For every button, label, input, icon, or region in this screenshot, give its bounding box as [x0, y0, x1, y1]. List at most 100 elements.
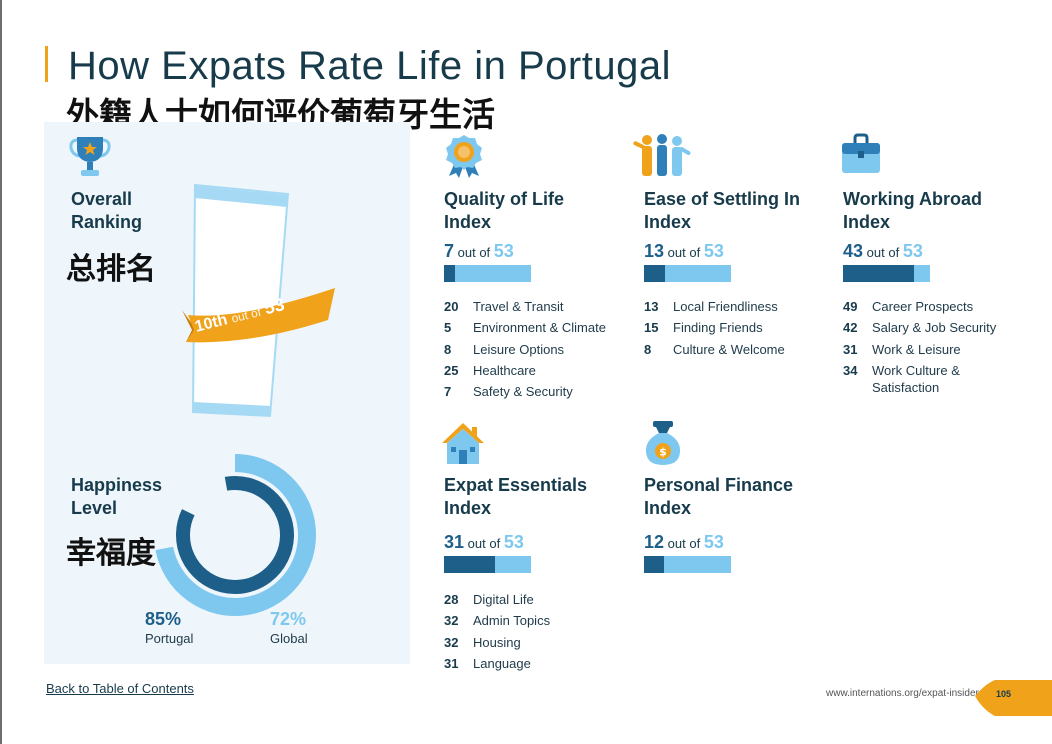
index-rank: 31 — [444, 532, 465, 552]
subrank-item: 42 Salary & Job Security — [843, 317, 996, 338]
subrank-label: Safety & Security — [473, 384, 573, 400]
subrank-label: Travel & Transit — [473, 299, 564, 314]
subrank-item: 25 Healthcare — [444, 360, 606, 381]
subrank-item: 31 Work & Leisure — [843, 339, 996, 360]
subrank-number: 32 — [444, 613, 459, 629]
quality-of-life-subranks: 20 Travel & Transit 5 Environment & Climat… — [444, 296, 606, 402]
subrank-item: 32 Admin Topics — [444, 610, 550, 631]
subrank-item: 8 Leisure Options — [444, 339, 606, 360]
expat-essentials-bar — [444, 556, 531, 573]
index-bar-fill — [644, 265, 666, 282]
index-total: 53 — [703, 532, 724, 552]
subrank-label: Leisure Options — [473, 341, 565, 357]
subrank-number: 8 — [644, 341, 652, 357]
index-bar-fill — [843, 265, 914, 282]
subrank-item: 49 Career Prospects — [843, 296, 996, 317]
quality-of-life-title-line2: Index — [444, 212, 492, 232]
briefcase-icon — [842, 133, 880, 173]
subrank-item: 20 Travel & Transit — [444, 296, 606, 317]
happiness-donut — [154, 454, 316, 616]
happiness-title-line2: Level — [71, 498, 118, 518]
quality-of-life-title-line1: Quality of Life — [444, 189, 565, 209]
subrank-label: Language — [473, 655, 531, 671]
subrank-number: 49 — [843, 299, 858, 314]
index-total: 53 — [902, 241, 923, 261]
subrank-number: 25 — [444, 362, 459, 378]
footer-url: www.internations.org/expat-insider — [826, 688, 979, 699]
house-icon — [442, 423, 484, 464]
happiness-portugal-label: Portugal — [145, 631, 194, 646]
subrank-item: 32 Housing — [444, 632, 550, 653]
subrank-item: 34 Work Culture & Satisfaction — [843, 360, 996, 396]
personal-finance-bar — [644, 556, 731, 573]
index-rank: 7 — [444, 241, 455, 261]
index-rank: 12 — [644, 532, 665, 552]
index-bar-fill — [644, 556, 664, 573]
happiness-global-value: 72% — [270, 609, 307, 629]
index-bar-fill — [444, 556, 495, 573]
back-to-toc-link[interactable]: Back to Table of Contents — [46, 681, 194, 696]
subrank-label: Housing — [473, 634, 521, 650]
ease-of-settling-title-line1: Ease of Settling In — [644, 189, 801, 209]
title-accent-bar — [45, 46, 48, 82]
subrank-number: 28 — [444, 592, 459, 607]
people-icon — [633, 134, 691, 176]
index-total: 53 — [703, 241, 724, 261]
subrank-item: 31 Language — [444, 653, 550, 674]
medal-icon — [446, 135, 482, 178]
happiness-cn: 幸福度 — [66, 536, 156, 571]
expat-essentials-title-line1: Expat Essentials — [444, 475, 588, 495]
ease-of-settling-score: 13 out of 53 — [644, 241, 724, 262]
index-out-of: out of — [467, 536, 501, 551]
trophy-icon — [69, 137, 111, 176]
subrank-number: 42 — [843, 320, 858, 336]
subrank-label: Work Culture & Satisfaction — [872, 362, 960, 395]
index-out-of: out of — [457, 245, 491, 260]
overall-ranking-title-line1: Overall — [71, 189, 133, 209]
overall-ranking-cn: 总排名 — [66, 252, 156, 287]
index-out-of: out of — [866, 245, 900, 260]
expat-essentials-subranks: 28 Digital Life 32 Admin Topics 32 Housing … — [444, 589, 550, 674]
subrank-number: 20 — [444, 299, 459, 314]
happiness-global-label: Global — [270, 631, 308, 646]
subrank-number: 8 — [444, 341, 452, 357]
subrank-number: 7 — [444, 384, 452, 400]
subrank-label: Culture & Welcome — [673, 341, 785, 357]
working-abroad-bar — [843, 265, 930, 282]
subrank-label: Career Prospects — [872, 299, 974, 314]
subrank-number: 15 — [644, 320, 659, 336]
index-bar-fill — [444, 265, 456, 282]
working-abroad-score: 43 out of 53 — [843, 241, 923, 262]
quality-of-life-score: 7 out of 53 — [444, 241, 514, 262]
index-total: 53 — [503, 532, 524, 552]
page-title: How Expats Rate Life in Portugal — [68, 44, 671, 88]
personal-finance-score: 12 out of 53 — [644, 532, 724, 553]
subrank-number: 31 — [444, 655, 459, 671]
ranking-glass-graphic — [182, 183, 335, 418]
personal-finance-title-line1: Personal Finance — [644, 475, 794, 495]
personal-finance-title-line2: Index — [644, 498, 692, 518]
ease-of-settling-bar — [644, 265, 731, 282]
subrank-item: 5 Environment & Climate — [444, 317, 606, 338]
subrank-label: Finding Friends — [673, 320, 763, 336]
subrank-label: Digital Life — [473, 592, 534, 607]
subrank-label: Local Friendliness — [673, 299, 778, 314]
money-bag-icon: $ — [645, 421, 681, 465]
subrank-label: Healthcare — [473, 362, 536, 378]
ease-of-settling-title-line2: Index — [644, 212, 692, 232]
ease-of-settling-subranks: 13 Local Friendliness 15 Finding Friends 8… — [644, 296, 785, 360]
happiness-portugal-value: 85% — [145, 609, 182, 629]
page-number: 105 — [996, 689, 1012, 699]
subrank-number: 31 — [843, 341, 858, 357]
working-abroad-title-line1: Working Abroad — [843, 189, 982, 209]
page-left-edge — [0, 0, 2, 744]
happiness-global-arc — [155, 454, 316, 616]
index-rank: 43 — [843, 241, 864, 261]
subrank-item: 7 Safety & Security — [444, 381, 606, 402]
subrank-item: 15 Finding Friends — [644, 317, 785, 338]
index-total: 53 — [493, 241, 514, 261]
happiness-title-line1: Happiness — [71, 475, 163, 495]
expat-essentials-title-line2: Index — [444, 498, 492, 518]
subrank-label: Salary & Job Security — [872, 320, 997, 336]
index-rank: 13 — [644, 241, 665, 261]
